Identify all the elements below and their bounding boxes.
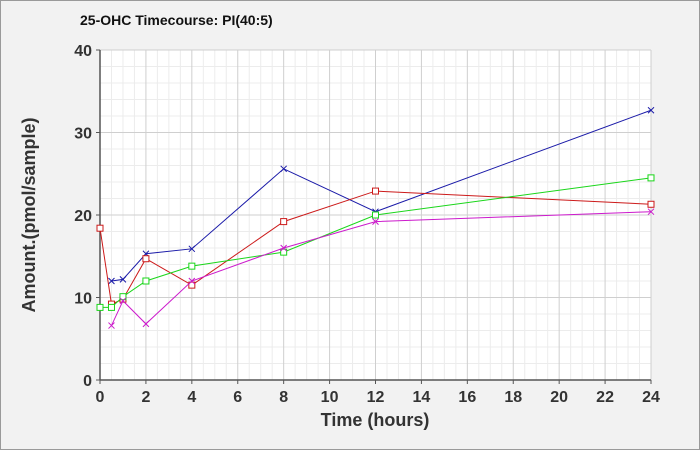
data-point: [119, 297, 127, 305]
x-tick-label: 14: [413, 389, 431, 406]
y-axis-label: Amount.(pmol/sample): [19, 117, 39, 312]
data-point: [280, 218, 288, 226]
x-tick-label: 2: [141, 389, 150, 406]
data-point: [647, 174, 655, 182]
x-tick-label: 22: [596, 389, 614, 406]
data-point: [108, 322, 115, 329]
data-point: [142, 277, 150, 285]
y-tick-labels: 0 10 20 30 40: [74, 43, 92, 390]
x-tick-labels: 0 2 4 6 8 10 12 14 16 18 20 22 24: [96, 389, 660, 406]
x-tick-label: 0: [96, 389, 105, 406]
series-3: [96, 174, 655, 311]
x-tick-label: 18: [504, 389, 522, 406]
data-series: [96, 106, 655, 329]
x-tick-label: 10: [321, 389, 339, 406]
data-point: [647, 106, 655, 114]
data-point: [188, 277, 196, 285]
x-tick-label: 6: [233, 389, 242, 406]
data-point: [119, 293, 127, 301]
y-tick-label: 20: [74, 208, 92, 225]
data-point: [119, 275, 127, 283]
data-point: [107, 303, 115, 311]
data-point: [372, 187, 379, 195]
data-point: [280, 244, 288, 252]
data-point: [647, 208, 655, 216]
data-point: [188, 281, 196, 289]
data-point: [280, 248, 288, 256]
y-tick-label: 0: [83, 373, 92, 390]
data-point: [188, 245, 196, 253]
data-point: [280, 165, 288, 173]
data-point: [142, 255, 150, 263]
axes: [96, 49, 652, 384]
y-tick-label: 40: [74, 43, 92, 60]
data-point: [108, 277, 115, 285]
x-tick-label: 24: [642, 389, 660, 406]
x-tick-label: 4: [187, 389, 196, 406]
data-point: [96, 303, 104, 311]
y-tick-label: 30: [74, 126, 92, 143]
x-tick-label: 12: [367, 389, 385, 406]
y-tick-label: 10: [74, 291, 92, 308]
data-point: [647, 200, 655, 208]
data-point: [96, 224, 104, 232]
data-point: [188, 262, 196, 270]
chart-title: 25-OHC Timecourse: PI(40:5): [80, 12, 273, 28]
x-tick-label: 8: [279, 389, 288, 406]
data-point: [372, 218, 379, 225]
data-point: [142, 320, 150, 328]
data-point: [372, 211, 379, 219]
x-axis-label: Time (hours): [321, 410, 430, 430]
x-tick-label: 20: [550, 389, 568, 406]
series-4: [108, 208, 655, 329]
x-tick-label: 16: [458, 389, 476, 406]
